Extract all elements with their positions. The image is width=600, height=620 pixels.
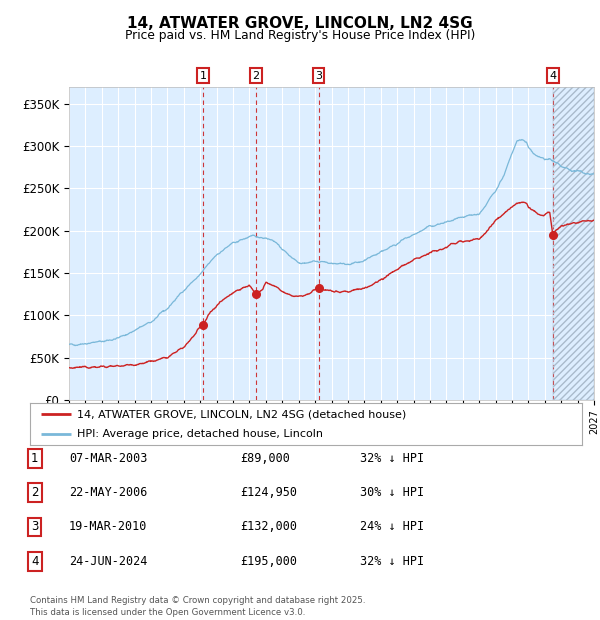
- Text: 2: 2: [31, 487, 38, 499]
- Text: 30% ↓ HPI: 30% ↓ HPI: [360, 487, 424, 499]
- Text: £195,000: £195,000: [240, 555, 297, 567]
- Text: Price paid vs. HM Land Registry's House Price Index (HPI): Price paid vs. HM Land Registry's House …: [125, 29, 475, 42]
- Text: 1: 1: [31, 453, 38, 465]
- Text: 2: 2: [252, 71, 259, 81]
- Text: 3: 3: [315, 71, 322, 81]
- Text: 24% ↓ HPI: 24% ↓ HPI: [360, 521, 424, 533]
- Text: HPI: Average price, detached house, Lincoln: HPI: Average price, detached house, Linc…: [77, 429, 323, 439]
- Text: 22-MAY-2006: 22-MAY-2006: [69, 487, 148, 499]
- Text: £132,000: £132,000: [240, 521, 297, 533]
- Text: 24-JUN-2024: 24-JUN-2024: [69, 555, 148, 567]
- Text: 4: 4: [31, 555, 38, 567]
- Text: 1: 1: [200, 71, 207, 81]
- Bar: [553, 87, 594, 400]
- Text: Contains HM Land Registry data © Crown copyright and database right 2025.
This d: Contains HM Land Registry data © Crown c…: [30, 596, 365, 617]
- Text: 07-MAR-2003: 07-MAR-2003: [69, 453, 148, 465]
- Text: 14, ATWATER GROVE, LINCOLN, LN2 4SG (detached house): 14, ATWATER GROVE, LINCOLN, LN2 4SG (det…: [77, 409, 406, 419]
- Text: £89,000: £89,000: [240, 453, 290, 465]
- Text: 4: 4: [549, 71, 556, 81]
- Text: 3: 3: [31, 521, 38, 533]
- Text: 14, ATWATER GROVE, LINCOLN, LN2 4SG: 14, ATWATER GROVE, LINCOLN, LN2 4SG: [127, 16, 473, 31]
- Text: £124,950: £124,950: [240, 487, 297, 499]
- Text: 32% ↓ HPI: 32% ↓ HPI: [360, 555, 424, 567]
- Text: 32% ↓ HPI: 32% ↓ HPI: [360, 453, 424, 465]
- Text: 19-MAR-2010: 19-MAR-2010: [69, 521, 148, 533]
- Bar: [553, 87, 594, 400]
